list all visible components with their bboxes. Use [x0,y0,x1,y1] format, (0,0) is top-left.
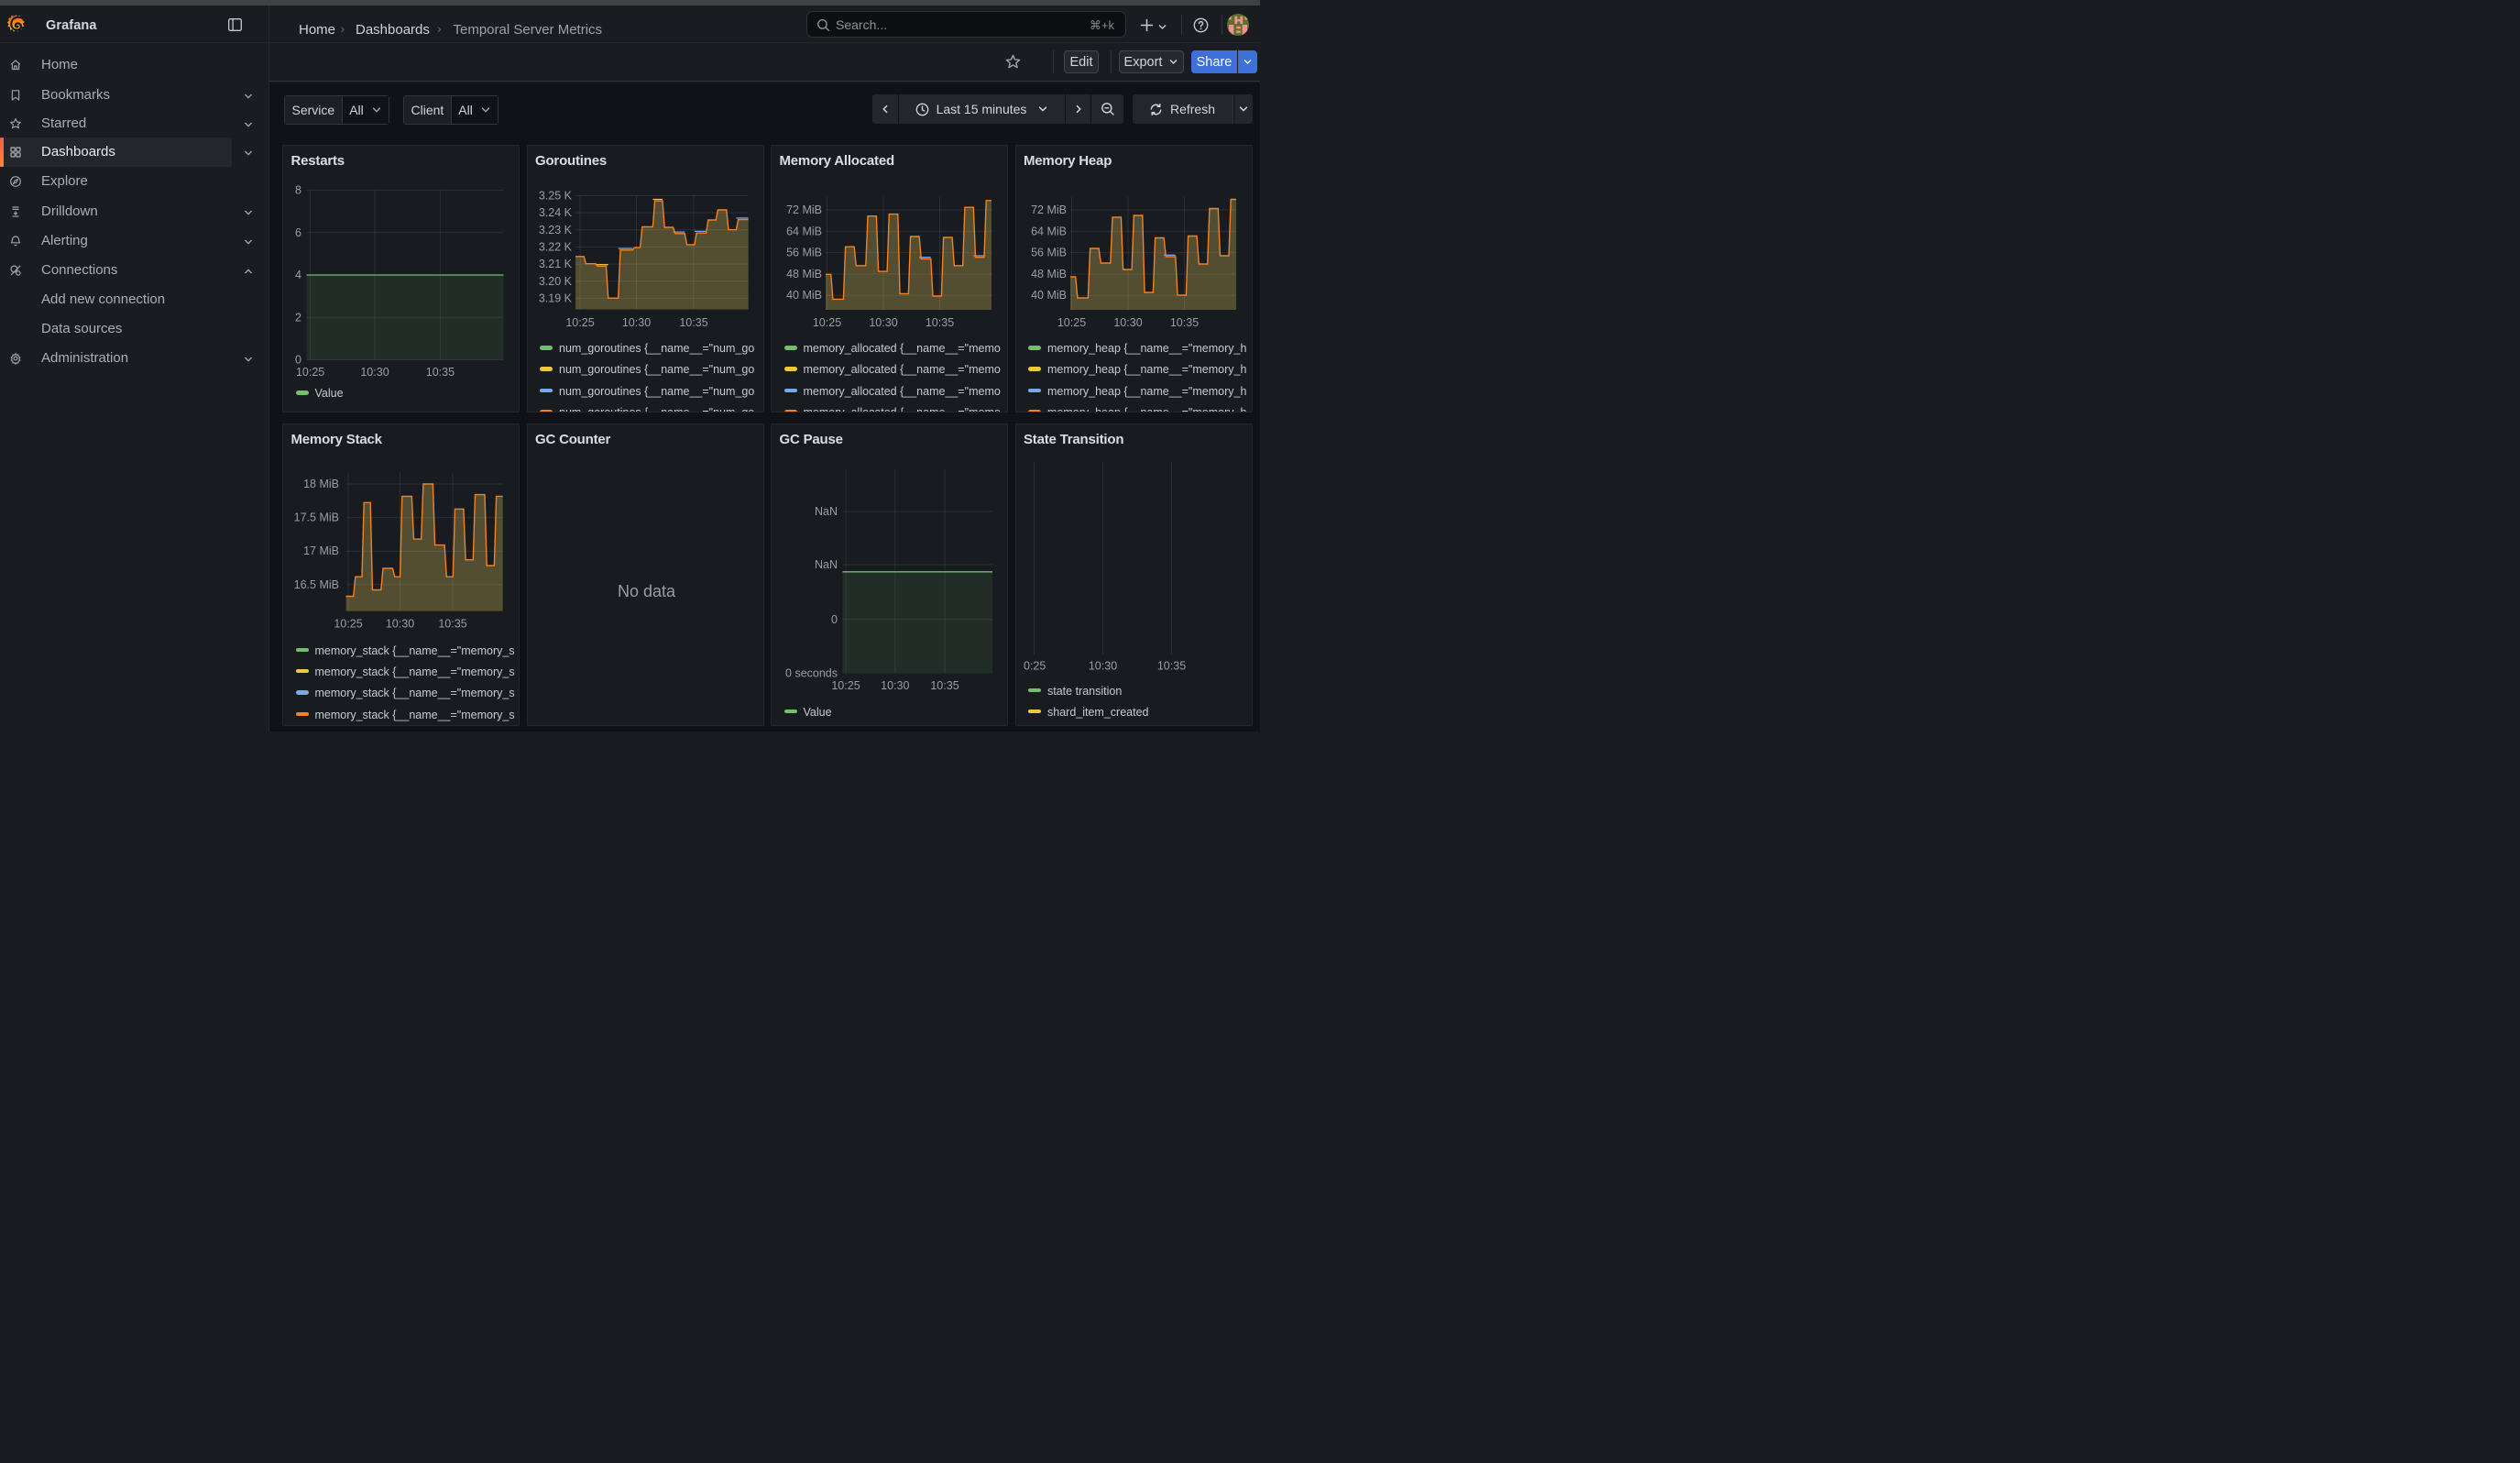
svg-text:10:35: 10:35 [426,366,455,379]
svg-text:10:35: 10:35 [926,316,954,329]
svg-text:3.21 K: 3.21 K [538,258,572,270]
svg-text:40 MiB: 40 MiB [786,289,822,302]
svg-text:10:30: 10:30 [1088,660,1116,673]
svg-text:10:30: 10:30 [360,366,389,379]
svg-text:0:25: 0:25 [1024,660,1046,673]
svg-text:48 MiB: 48 MiB [786,268,822,280]
svg-text:0: 0 [831,613,838,626]
svg-text:56 MiB: 56 MiB [1031,247,1067,259]
svg-text:NaN: NaN [815,505,838,518]
svg-text:48 MiB: 48 MiB [1031,268,1067,280]
svg-text:17.5 MiB: 17.5 MiB [294,512,339,524]
svg-text:4: 4 [295,269,301,281]
svg-text:10:25: 10:25 [831,679,860,692]
svg-text:10:25: 10:25 [565,316,594,329]
svg-text:17 MiB: 17 MiB [303,544,339,557]
svg-text:10:25: 10:25 [813,316,841,329]
svg-text:10:35: 10:35 [930,679,959,692]
svg-text:10:30: 10:30 [869,316,897,329]
svg-text:16.5 MiB: 16.5 MiB [294,578,339,591]
svg-text:0: 0 [295,354,301,367]
svg-text:NaN: NaN [815,558,838,571]
svg-text:64 MiB: 64 MiB [1031,225,1067,237]
svg-text:10:35: 10:35 [1169,316,1198,329]
svg-text:10:30: 10:30 [1113,316,1142,329]
svg-text:10:25: 10:25 [296,366,324,379]
svg-text:72 MiB: 72 MiB [1031,204,1067,216]
svg-text:72 MiB: 72 MiB [786,204,822,216]
svg-text:3.22 K: 3.22 K [538,241,572,254]
svg-text:10:35: 10:35 [438,618,466,631]
svg-text:64 MiB: 64 MiB [786,225,822,237]
svg-text:3.20 K: 3.20 K [538,275,572,288]
svg-text:10:25: 10:25 [334,618,362,631]
svg-text:10:30: 10:30 [881,679,909,692]
svg-text:10:35: 10:35 [679,316,707,329]
svg-text:18 MiB: 18 MiB [303,478,339,490]
svg-text:8: 8 [295,184,301,197]
svg-text:40 MiB: 40 MiB [1031,289,1067,302]
svg-text:10:25: 10:25 [1057,316,1085,329]
svg-text:10:30: 10:30 [386,618,414,631]
svg-text:6: 6 [295,226,301,239]
svg-text:56 MiB: 56 MiB [786,247,822,259]
svg-text:2: 2 [295,311,301,324]
svg-text:10:30: 10:30 [621,316,650,329]
svg-text:3.19 K: 3.19 K [538,292,572,304]
svg-text:0 seconds: 0 seconds [785,667,838,680]
svg-text:3.23 K: 3.23 K [538,224,572,236]
svg-text:No data: No data [617,582,675,600]
svg-text:3.24 K: 3.24 K [538,206,572,219]
svg-text:3.25 K: 3.25 K [538,190,572,203]
svg-text:10:35: 10:35 [1156,660,1185,673]
